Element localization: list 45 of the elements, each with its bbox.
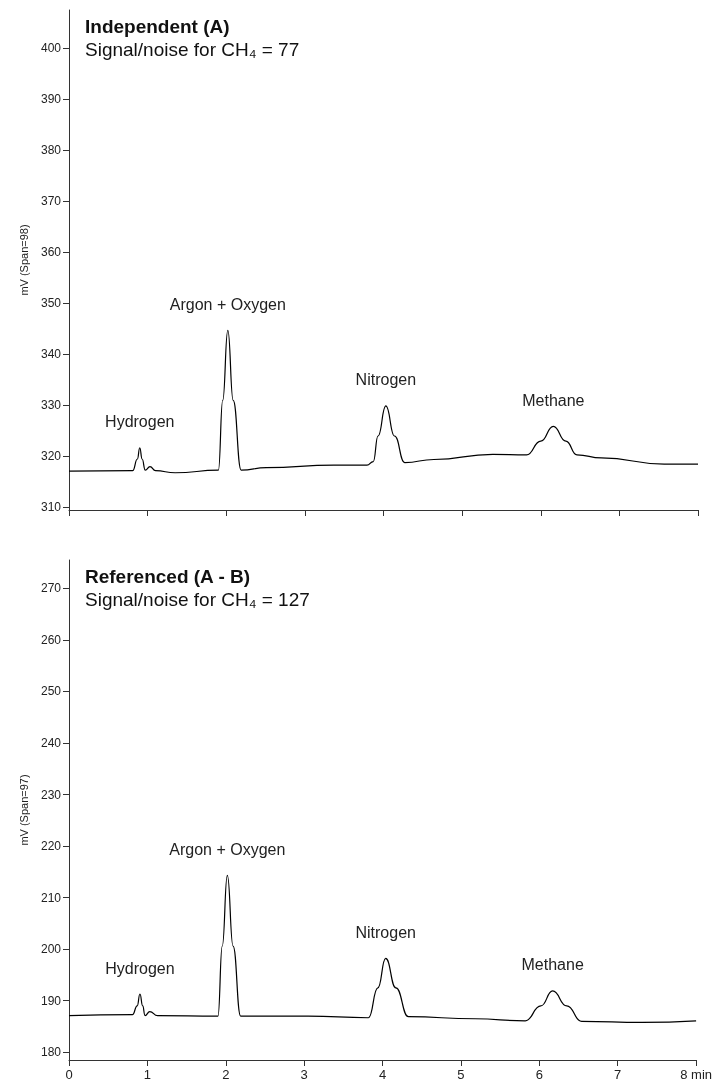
- line-series: [68, 874, 697, 1023]
- annotation: Nitrogen: [355, 923, 416, 941]
- x-tick-label: 7: [614, 1067, 622, 1082]
- x-tick-label: 4: [378, 1067, 387, 1082]
- y-axis-title: mV (Span=98): [17, 224, 30, 296]
- x-tick-label: 5: [457, 1067, 465, 1082]
- y-tick-label: 190: [40, 993, 62, 1008]
- text: Signal/noise for CH₄ = 77: [85, 39, 300, 60]
- y-tick-label: 200: [40, 942, 62, 957]
- y-tick-label: 380: [40, 143, 62, 158]
- y-tick-label: 320: [40, 449, 62, 464]
- annotation: Methane: [521, 956, 584, 974]
- x-tick-label: 2: [222, 1067, 230, 1082]
- x-tick-label: 3: [300, 1067, 308, 1082]
- x-tick-label: 0: [65, 1067, 73, 1082]
- annotation: Nitrogen: [355, 371, 417, 389]
- annotation: Argon + Oxygen: [169, 295, 286, 313]
- text: Signal/noise for CH₄ = 127: [85, 589, 310, 610]
- line-series: [68, 329, 699, 474]
- x-tick-label: 1: [143, 1067, 152, 1082]
- y-tick-label: 260: [40, 632, 62, 647]
- y-tick-label: 390: [40, 92, 62, 107]
- y-tick-label: 350: [40, 296, 62, 311]
- y-tick-label: 230: [40, 787, 62, 802]
- y-tick-label: 400: [40, 41, 62, 56]
- chart-title: Referenced (A - B): [85, 566, 251, 587]
- y-tick-label: 210: [40, 890, 62, 905]
- chart-title: Independent (A): [85, 16, 230, 37]
- y-tick-label: 220: [40, 839, 62, 854]
- y-tick-label: 360: [40, 245, 62, 260]
- y-axis-title: mV (Span=97): [17, 774, 30, 846]
- annotation: Argon + Oxygen: [169, 840, 286, 858]
- annotation: Hydrogen: [105, 413, 175, 431]
- annotation: Hydrogen: [105, 959, 175, 977]
- y-tick-label: 270: [40, 581, 62, 596]
- x-tick-label: 8 min: [680, 1067, 712, 1082]
- y-tick-label: 310: [40, 500, 62, 515]
- y-tick-label: 330: [40, 398, 62, 413]
- y-tick-label: 250: [40, 684, 62, 699]
- annotation: Methane: [522, 391, 585, 409]
- y-tick-label: 370: [40, 194, 62, 209]
- x-tick-label: 6: [535, 1067, 543, 1082]
- y-tick-label: 340: [40, 347, 62, 362]
- y-tick-label: 180: [40, 1045, 62, 1060]
- y-tick-label: 240: [40, 735, 62, 750]
